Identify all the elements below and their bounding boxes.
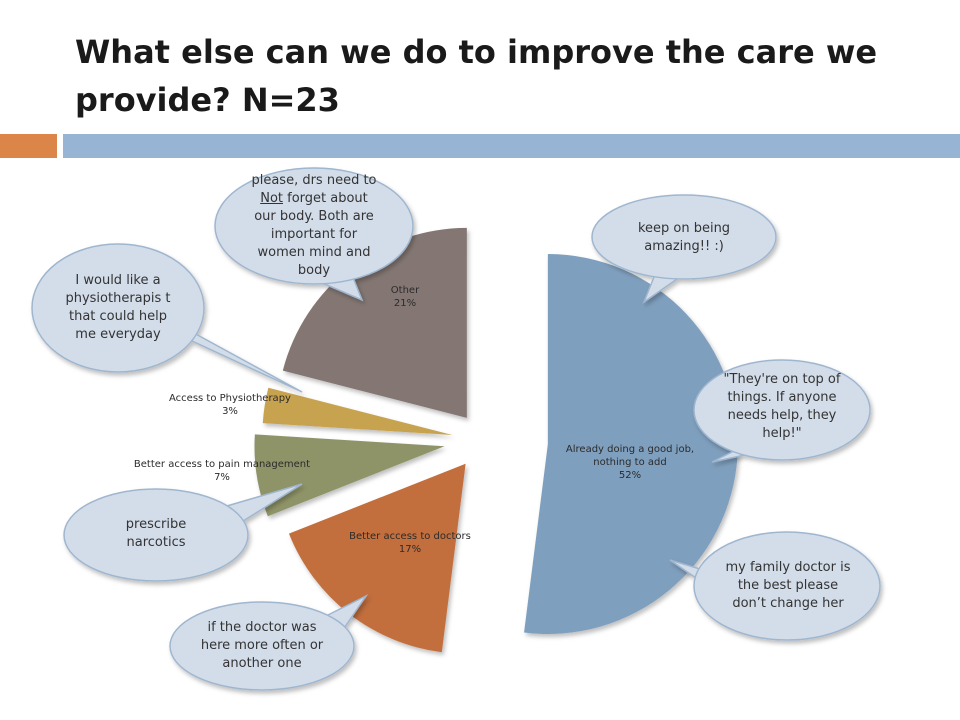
pie-label-3: Access to Physiotherapy 3% — [169, 393, 291, 417]
speech-bubble-physio — [31, 243, 303, 393]
comment-physio: I would like a physiotherapis t that cou… — [65, 273, 171, 342]
comment-amazing: keep on being amazing!! :) — [637, 221, 731, 254]
comment-drs-not-word: Not — [260, 191, 283, 206]
pie-label-2: Better access to pain management 7% — [134, 459, 310, 483]
speech-bubble-family-doctor — [669, 531, 881, 641]
comment-drs-line6: body — [297, 263, 331, 278]
speech-bubble-drs — [214, 167, 414, 302]
speech-bubble-narcotics — [63, 483, 303, 582]
comment-drs-body: please, drs need to Not forget about our… — [228, 166, 400, 286]
pie-label-0: Already doing a good job, nothing to add 5… — [566, 444, 694, 481]
comment-on-top: "They're on top of things. If anyone nee… — [723, 372, 841, 441]
pie-slice-3 — [262, 387, 453, 435]
pie-slice-1 — [288, 463, 466, 653]
pie-slice-2 — [254, 434, 445, 517]
comment-drs-line5: women mind and — [257, 245, 371, 260]
comment-drs-line3: our body. Both are — [254, 209, 374, 224]
page-title: What else can we do to improve the care … — [75, 33, 878, 119]
comment-narcotics: prescribe narcotics — [125, 517, 187, 550]
speech-bubble-amazing — [591, 194, 777, 305]
accent-bar-orange — [0, 134, 57, 158]
pie-label-4: Other 21% — [391, 285, 420, 309]
speech-bubble-on-top — [693, 359, 871, 463]
pie-slice-0 — [524, 254, 738, 635]
accent-bar-blue — [63, 134, 960, 158]
comment-drs-line2: Not forget about — [260, 190, 368, 208]
pie-slice-4 — [282, 227, 467, 418]
comment-drs-line2-rest: forget about — [283, 191, 368, 206]
comment-family-doctor: my family doctor is the best please don’… — [725, 560, 851, 611]
comment-doctor-often: if the doctor was here more often or ano… — [200, 620, 324, 671]
comment-drs-line4: important for — [270, 227, 358, 242]
comment-drs-line1: please, drs need to — [251, 173, 377, 188]
pie-label-1: Better access to doctors 17% — [349, 531, 471, 555]
speech-bubble-doctor-often — [169, 594, 369, 691]
